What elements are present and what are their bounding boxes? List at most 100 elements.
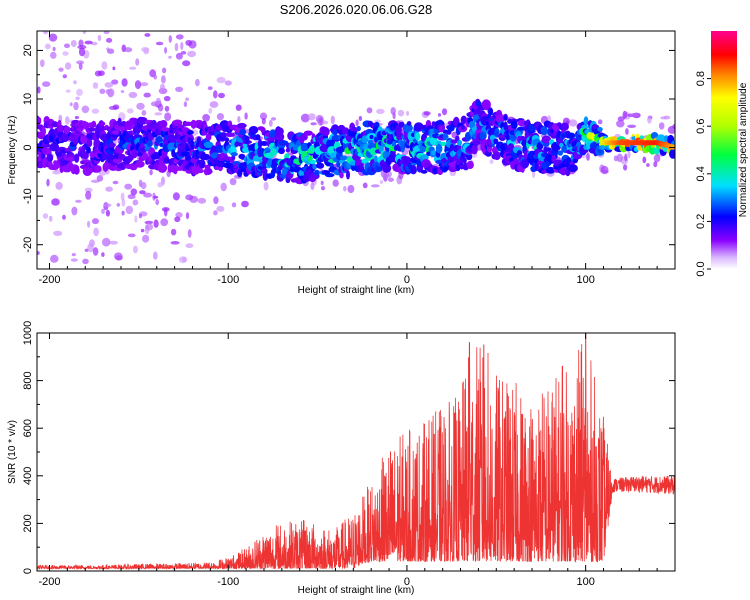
spectrogram-band-blob	[206, 169, 213, 174]
spectrogram-band-blob	[456, 139, 463, 146]
spectrogram-noise-blob	[40, 59, 45, 68]
spectrogram-band-blob	[457, 145, 462, 151]
spectrogram-noise-blob	[62, 74, 67, 79]
spectrogram-band-blob	[471, 144, 478, 155]
spectrogram-band-blob	[312, 163, 318, 170]
spectrogram-band-blob	[369, 134, 374, 140]
spectrogram-band-blob	[557, 150, 563, 156]
spectrogram-noise-blob	[70, 40, 77, 47]
spectrogram-noise-blob	[263, 181, 269, 191]
spectrogram-noise-blob	[101, 252, 105, 257]
spectrogram-noise-blob	[597, 119, 603, 125]
spectrogram-noise-blob	[127, 233, 136, 238]
spectrogram-band-blob	[464, 131, 472, 142]
spectrogram-band-blob	[324, 173, 335, 178]
spectrogram-band-blob	[373, 155, 378, 163]
spectrogram-noise-blob	[87, 220, 91, 228]
spectrogram-noise-blob	[160, 218, 169, 227]
spectrogram-noise-blob	[647, 115, 652, 124]
spectrogram-band-blob	[369, 147, 378, 156]
spectrogram-noise-blob	[397, 109, 405, 117]
spectrogram-noise-blob	[216, 113, 224, 121]
spectrogram-band-blob	[597, 127, 603, 132]
spectrogram-noise-blob	[65, 89, 71, 93]
spectrogram-band-blob	[559, 142, 564, 148]
spectrogram-noise-blob	[142, 234, 150, 243]
snr-y-tick-label: 400	[22, 467, 34, 485]
spectrogram-band-blob	[230, 152, 238, 157]
spectrogram-noise-blob	[164, 105, 170, 112]
spectrogram-noise-blob	[69, 102, 73, 107]
spectrogram-noise-blob	[646, 163, 650, 167]
spectrogram-noise-blob	[140, 228, 145, 233]
spectrogram-noise-blob	[320, 180, 324, 186]
spectrogram-band-blob	[56, 124, 65, 132]
spectrogram-band-blob	[93, 139, 101, 149]
spectrogram-band-blob	[429, 136, 438, 146]
spectrogram-noise-blob	[75, 199, 82, 203]
spectrogram-band-blob	[410, 164, 417, 175]
spectrogram-noise-blob	[134, 215, 138, 223]
spectrogram-noise-blob	[343, 185, 347, 192]
spectrogram-noise-blob	[162, 67, 167, 74]
spectrogram-band-blob	[406, 121, 412, 126]
spectrogram-band-blob	[314, 169, 320, 176]
spectrogram-band-blob	[440, 141, 447, 146]
spectrogram-noise-blob	[163, 207, 168, 217]
spectrogram-band-blob	[466, 160, 474, 170]
spectrogram-band-blob	[65, 127, 71, 132]
spectrogram-noise-blob	[175, 52, 183, 60]
spectrogram-noise-blob	[73, 101, 79, 111]
spectrogram-noise-blob	[107, 88, 115, 98]
spectrogram-noise-blob	[91, 108, 100, 114]
spectrogram-noise-blob	[65, 116, 70, 125]
spectrogram-band-blob	[438, 125, 444, 133]
spectrogram-noise-blob	[653, 161, 658, 168]
spectrogram-band-blob	[248, 126, 259, 134]
spectrogram-noise-blob	[132, 199, 139, 206]
spectrogram-noise-blob	[627, 150, 631, 159]
spectrogram-noise-blob	[175, 34, 184, 40]
spectrogram-noise-blob	[630, 113, 638, 117]
spectrogram-x-label: Height of straight line (km)	[298, 285, 415, 296]
spectrogram-noise-blob	[105, 209, 110, 217]
spectrogram-noise-blob	[642, 156, 647, 164]
snr-marks	[37, 333, 675, 571]
spectrogram-noise-blob	[164, 47, 168, 54]
figure-title: S206.2026.020.06.06.G28	[280, 2, 433, 17]
spectrogram-noise-blob	[390, 107, 396, 115]
spectrogram-band-blob	[131, 148, 138, 159]
colorbar: 0.0 0.2 0.4 0.6 0.8 Normalized spectral ampl…	[695, 31, 749, 277]
spectrogram-noise-blob	[105, 186, 113, 192]
spectrogram-y-tick-label: -10	[22, 188, 34, 204]
spectrogram-noise-blob	[78, 47, 86, 57]
spectrogram-noise-blob	[37, 86, 41, 94]
colorbar-tick-label: 0.4	[695, 166, 707, 181]
spectrogram-noise-blob	[62, 51, 69, 56]
spectrogram-noise-blob	[144, 220, 154, 225]
spectrogram-noise-blob	[180, 42, 184, 50]
spectrogram-band-blob	[460, 125, 465, 130]
snr-series-line	[37, 333, 675, 571]
spectrogram-noise-blob	[45, 43, 51, 50]
spectrogram-noise-blob	[623, 164, 628, 171]
spectrogram-band-blob	[669, 149, 675, 159]
snr-y-tick-label: 600	[22, 419, 34, 437]
spectrogram-noise-blob	[76, 88, 83, 96]
spectrogram-band-blob	[40, 126, 47, 137]
spectrogram-band-blob	[321, 127, 330, 137]
spectrogram-band-blob	[87, 127, 96, 132]
spectrogram-noise-blob	[71, 253, 76, 257]
spectrogram-band-blob	[400, 143, 405, 153]
spectrogram-band-blob	[196, 168, 204, 174]
spectrogram-noise-blob	[92, 82, 99, 89]
spectrogram-band-blob	[357, 164, 365, 173]
spectrogram-marks	[37, 31, 675, 265]
spectrogram-noise-blob	[300, 113, 310, 123]
spectrogram-band-blob	[204, 164, 211, 169]
spectrogram-band-blob	[415, 132, 421, 141]
spectrogram-band-blob	[566, 132, 576, 139]
snr-x-tick-label: 0	[404, 576, 410, 588]
spectrogram-noise-blob	[138, 213, 142, 219]
